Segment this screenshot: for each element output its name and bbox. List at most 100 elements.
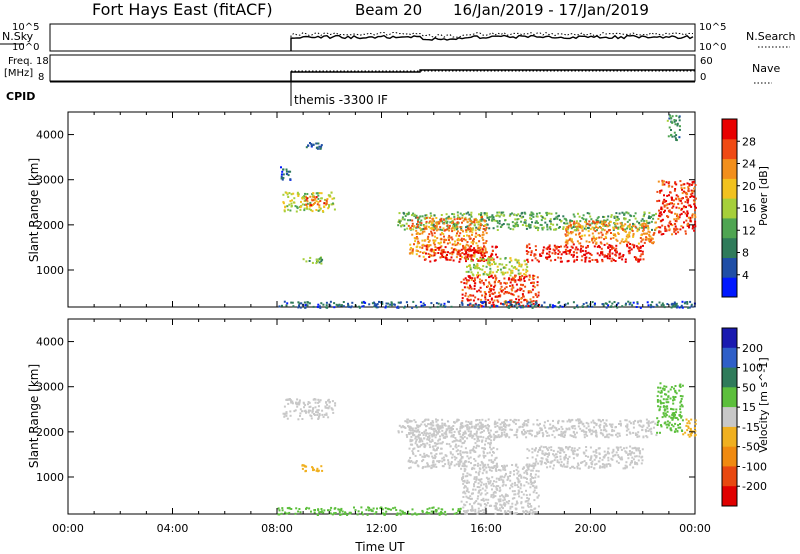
range-gate-cell (608, 300, 611, 303)
range-gate-cell (531, 451, 534, 454)
range-gate-cell (540, 304, 543, 307)
range-gate-cell (493, 263, 496, 265)
range-gate-cell (578, 215, 581, 218)
range-gate-cell (647, 424, 650, 427)
range-gate-cell (433, 427, 436, 430)
range-gate-cell (489, 481, 492, 484)
range-gate-cell (442, 465, 445, 468)
range-gate-cell (478, 421, 481, 424)
range-gate-cell (591, 301, 594, 304)
range-gate-cell (300, 205, 303, 208)
range-gate-cell (509, 227, 512, 230)
range-gate-cell (461, 216, 464, 219)
range-gate-cell (569, 434, 572, 437)
range-gate-cell (675, 114, 678, 117)
range-gate-cell (309, 256, 312, 259)
range-gate-cell (427, 455, 430, 458)
range-gate-cell (421, 460, 424, 463)
range-gate-cell (575, 222, 578, 225)
range-gate-cell (441, 232, 443, 234)
range-gate-cell (429, 244, 432, 247)
range-gate-cell (596, 252, 599, 255)
y-tick-label: 1000 (36, 471, 64, 484)
range-gate-cell (679, 411, 682, 414)
range-gate-cell (641, 250, 644, 253)
range-gate-cell (320, 465, 323, 468)
range-gate-cell (591, 239, 593, 242)
nsky-tick-top: 10^5 (12, 22, 39, 33)
range-gate-cell (440, 511, 443, 513)
range-gate-cell (319, 399, 322, 402)
range-gate-cell (582, 245, 584, 248)
range-gate-cell (509, 512, 512, 515)
range-gate-cell (364, 301, 367, 304)
range-gate-cell (509, 257, 512, 260)
range-gate-cell (456, 449, 459, 452)
range-gate-cell (647, 222, 650, 225)
range-gate-cell (545, 462, 548, 465)
range-gate-cell (316, 192, 319, 195)
range-gate-cell (570, 232, 573, 235)
range-gate-cell (504, 435, 507, 438)
range-gate-cell (526, 473, 529, 476)
range-gate-cell (420, 222, 423, 225)
range-gate-cell (559, 449, 562, 452)
range-gate-cell (509, 300, 512, 303)
range-gate-cell (452, 225, 455, 228)
range-gate-cell (312, 192, 315, 195)
range-gate-cell (682, 433, 685, 436)
range-gate-cell (650, 430, 653, 433)
range-gate-cell (441, 422, 444, 425)
range-gate-cell (480, 252, 482, 255)
range-gate-cell (293, 410, 296, 413)
range-gate-cell (486, 452, 489, 455)
range-gate-cell (653, 214, 656, 217)
range-gate-cell (484, 443, 486, 446)
range-gate-cell (494, 491, 497, 494)
range-gate-cell (613, 301, 616, 303)
range-gate-cell (611, 451, 614, 454)
range-gate-cell (474, 296, 477, 299)
range-gate-cell (492, 433, 495, 436)
range-gate-cell (603, 216, 606, 218)
range-gate-cell (423, 304, 426, 306)
range-gate-cell (461, 424, 464, 427)
range-gate-cell (616, 447, 619, 450)
range-gate-cell (517, 489, 520, 492)
range-gate-cell (535, 435, 538, 438)
range-gate-cell (585, 431, 588, 434)
range-gate-cell (564, 456, 567, 459)
range-gate-cell (570, 240, 573, 243)
range-gate-cell (671, 115, 674, 118)
range-gate-cell (500, 285, 503, 288)
range-gate-cell (425, 454, 428, 457)
range-gate-cell (619, 422, 622, 425)
range-gate-cell (453, 440, 456, 443)
range-gate-cell (318, 305, 321, 308)
range-gate-cell (401, 216, 404, 219)
range-gate-cell (583, 436, 586, 439)
range-gate-cell (687, 198, 690, 201)
range-gate-cell (619, 252, 622, 255)
range-gate-cell (644, 238, 647, 241)
range-gate-cell (481, 279, 483, 282)
range-gate-cell (524, 285, 527, 288)
range-gate-cell (628, 252, 631, 255)
range-gate-cell (674, 212, 677, 215)
range-gate-cell (570, 419, 573, 422)
range-gate-cell (612, 233, 615, 236)
range-gate-cell (681, 188, 683, 191)
range-gate-cell (488, 281, 491, 284)
range-gate-cell (315, 142, 318, 145)
range-gate-cell (435, 221, 438, 224)
range-gate-cell (557, 301, 560, 304)
range-gate-cell (307, 144, 310, 147)
range-gate-cell (525, 298, 528, 301)
range-gate-cell (618, 256, 621, 259)
range-gate-cell (308, 507, 311, 510)
range-gate-cell (509, 299, 512, 302)
range-gate-cell (550, 460, 553, 463)
range-gate-cell (445, 213, 448, 216)
scatter-region (525, 243, 645, 263)
range-gate-cell (481, 431, 484, 433)
